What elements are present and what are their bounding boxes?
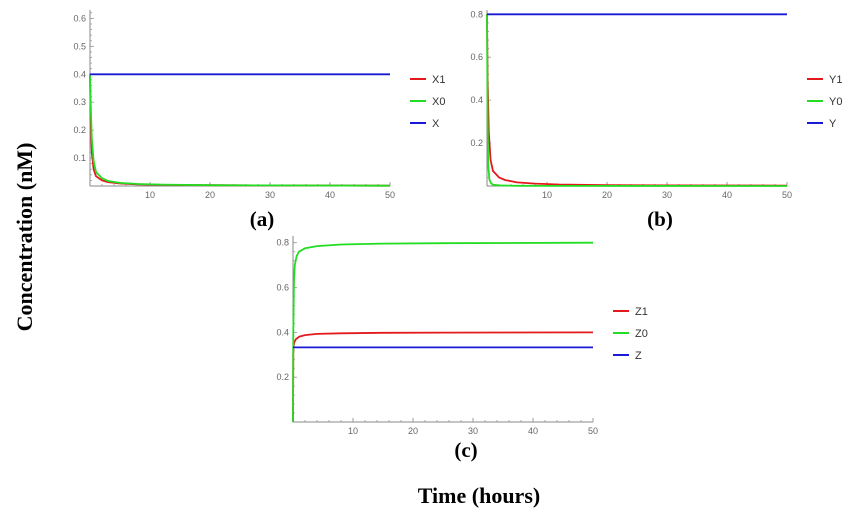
series-line-x0 [89,74,391,187]
x-tick-label: 50 [385,190,395,200]
y-tick-label: 0.2 [73,125,86,135]
x-tick-label: 30 [662,190,672,200]
legend-label-x0: X0 [432,96,445,108]
legend-label-x1: X1 [432,74,445,86]
x-tick-label: 40 [722,190,732,200]
x-tick-label: 40 [528,426,538,436]
y-tick-label: 0.2 [470,138,483,148]
y-tick-label: 0.5 [73,41,86,51]
x-tick-label: 20 [408,426,418,436]
x-tick-label: 20 [205,190,215,200]
x-tick-label: 10 [348,426,358,436]
y-tick-label: 0.4 [470,95,483,105]
y-axis-title: Concentration (nM) [12,143,37,332]
series-line-z1 [292,331,594,423]
y-tick-label: 0.6 [470,52,483,62]
legend-label-x: X [432,118,440,130]
x-tick-label: 50 [588,426,598,436]
series-line-y1 [486,14,788,187]
x-tick-label: 30 [265,190,275,200]
y-tick-label: 0.1 [73,153,86,163]
y-tick-label: 0.3 [73,97,86,107]
x-tick-label: 10 [145,190,155,200]
y-tick-label: 0.8 [470,9,483,19]
x-tick-label: 10 [542,190,552,200]
x-axis-title: Time (hours) [418,483,540,508]
panel-c-label: (c) [454,438,477,462]
legend-label-z1: Z1 [635,306,648,318]
y-tick-label: 0.8 [276,238,289,248]
legend-label-y0: Y0 [829,96,842,108]
x-tick-label: 20 [602,190,612,200]
legend-label-z0: Z0 [635,328,648,340]
x-tick-label: 50 [782,190,792,200]
series-line-z0 [292,241,594,423]
panel-c: 10 20 30 40 50 0.2 0.4 0.6 0.8 Z1 Z0 Z [276,236,648,436]
panel-b: 10 20 30 40 50 0.2 0.4 0.6 0.8 Y1 Y0 Y [470,9,842,200]
legend-label-y1: Y1 [829,74,842,86]
y-tick-label: 0.4 [276,327,289,337]
x-tick-label: 30 [468,426,478,436]
legend-label-y: Y [829,118,837,130]
series-line-x1 [89,74,391,187]
panel-a-label: (a) [250,207,275,231]
y-tick-label: 0.6 [276,283,289,293]
series-line-y0 [486,14,788,187]
panel-b-label: (b) [647,207,673,231]
y-tick-label: 0.2 [276,372,289,382]
x-tick-label: 40 [325,190,335,200]
panel-a: 10 20 30 40 50 0.1 0.2 0.3 0.4 0.5 0.6 X1 X0 X [73,10,445,200]
y-tick-label: 0.4 [73,69,86,79]
y-tick-label: 0.6 [73,13,86,23]
legend-label-z: Z [635,350,642,362]
